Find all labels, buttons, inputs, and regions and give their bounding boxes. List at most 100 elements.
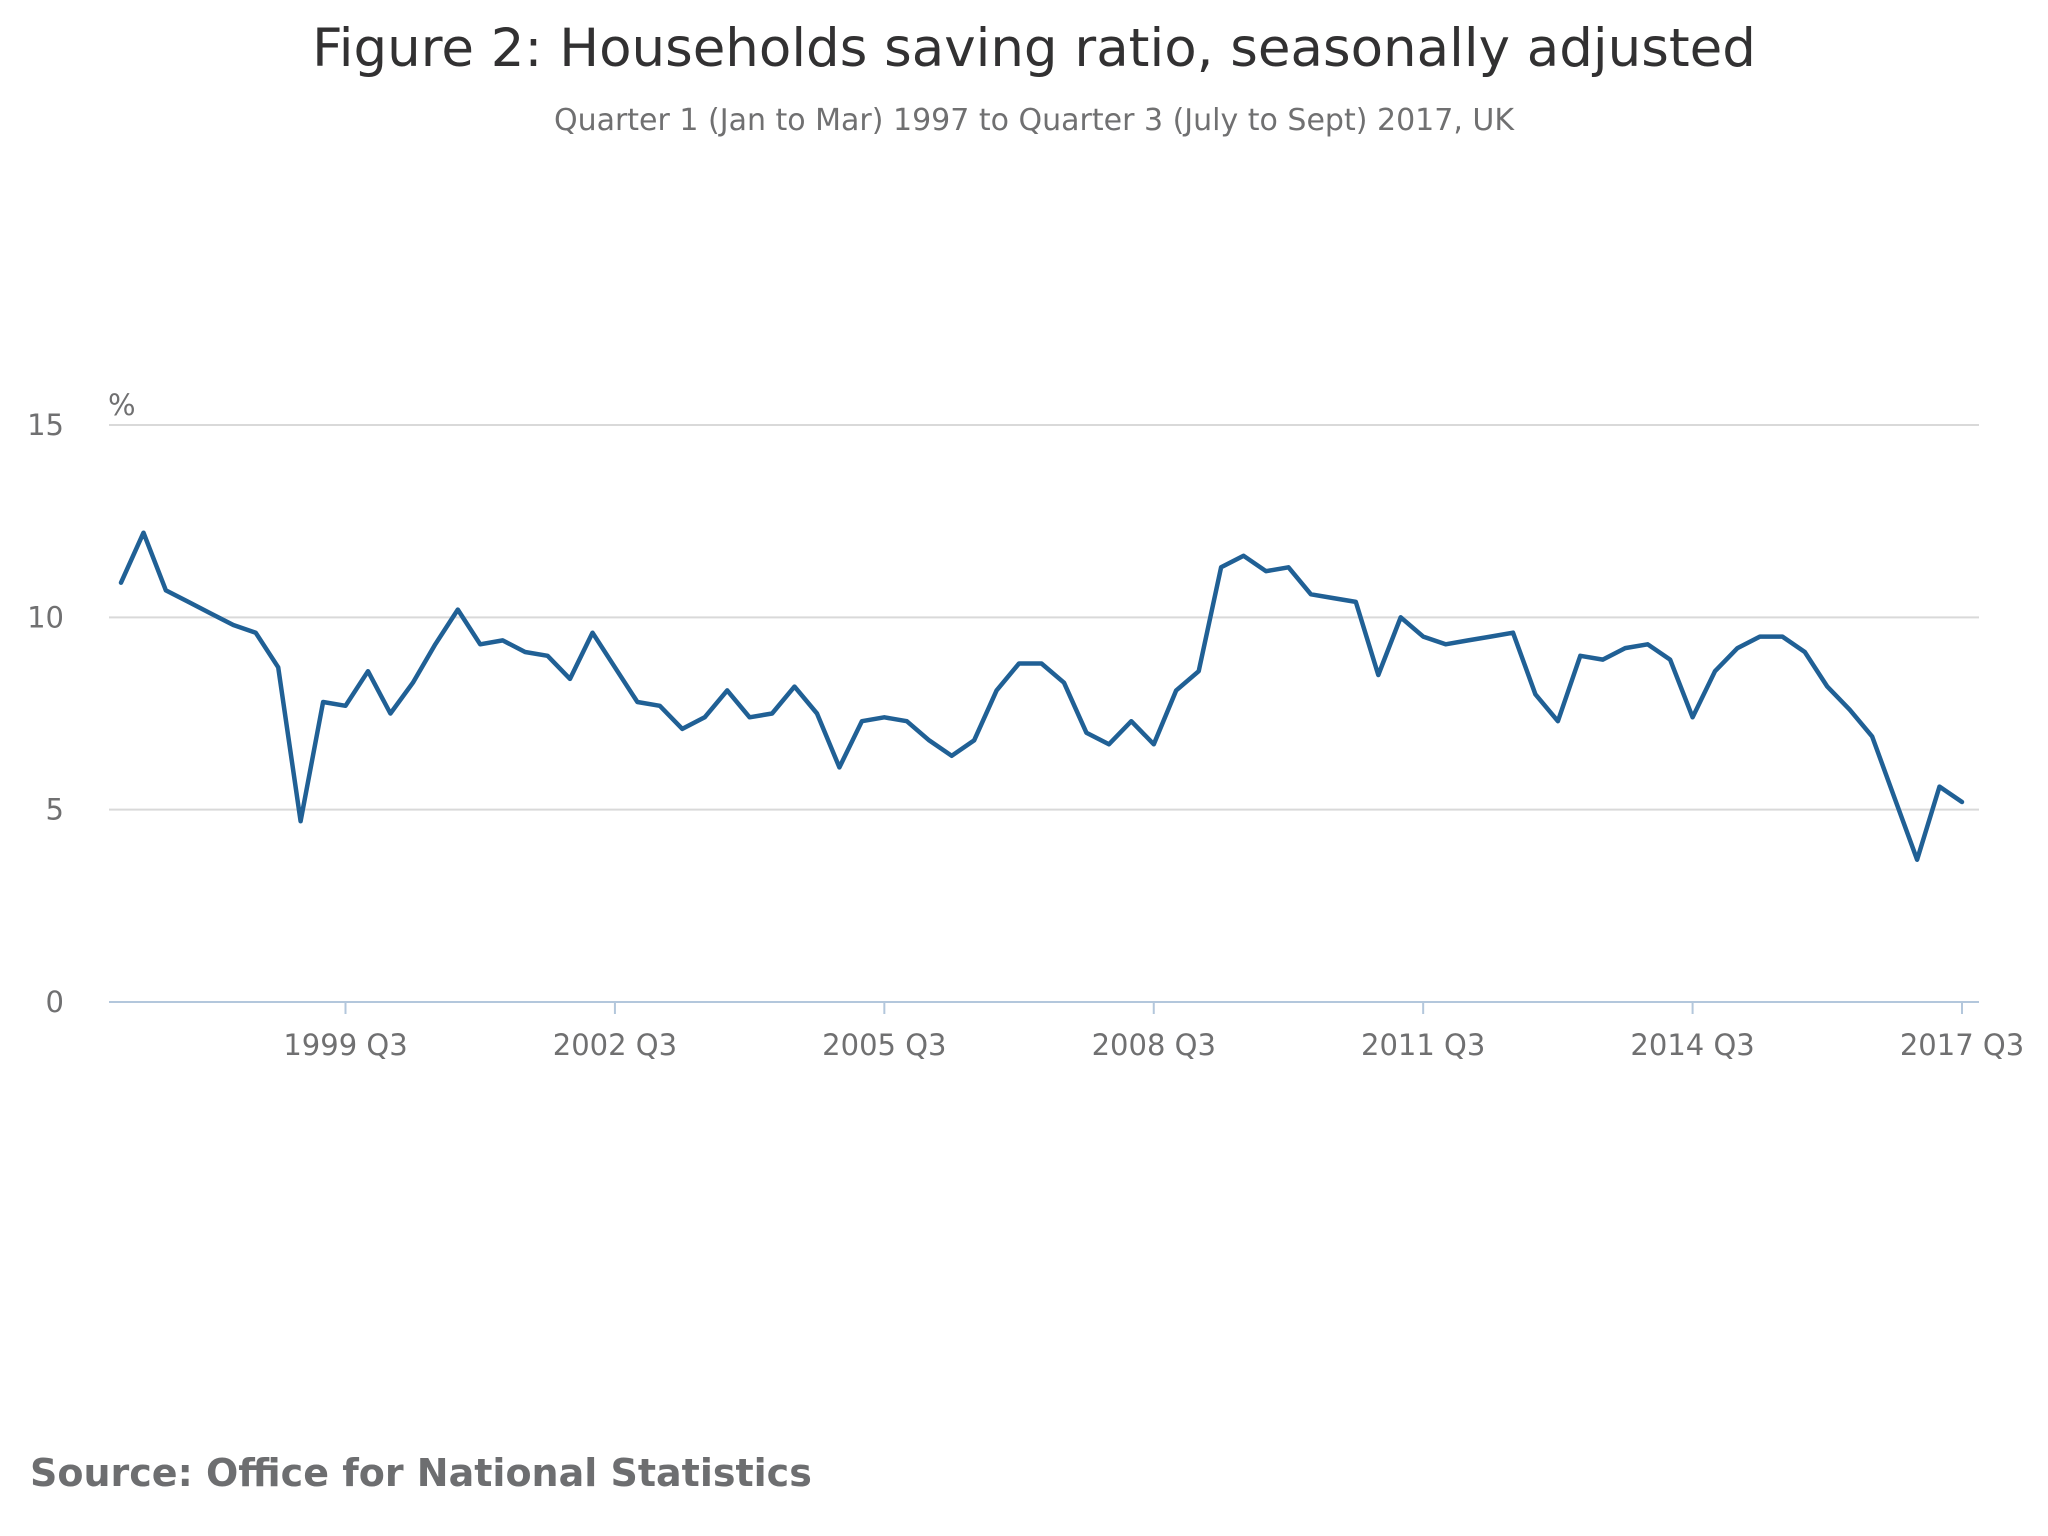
data-point <box>792 684 798 690</box>
chart-subtitle: Quarter 1 (Jan to Mar) 1997 to Quarter 3… <box>553 103 1515 138</box>
data-point <box>702 714 708 720</box>
data-point <box>522 649 528 655</box>
data-point <box>1151 741 1157 747</box>
data-point <box>1375 672 1381 678</box>
data-point <box>1039 660 1045 666</box>
data-point <box>140 530 146 536</box>
data-point <box>275 664 281 670</box>
data-point <box>1645 641 1651 647</box>
data-point <box>769 711 775 717</box>
data-point <box>1218 564 1224 570</box>
data-point <box>208 610 214 616</box>
gridlines <box>109 424 1979 811</box>
data-point <box>1488 634 1494 640</box>
data-point <box>881 714 887 720</box>
data-point <box>1577 653 1583 659</box>
data-point <box>814 711 820 717</box>
data-point <box>320 699 326 705</box>
data-point <box>1263 568 1269 574</box>
x-tick-label: 2014 Q3 <box>1630 1028 1754 1062</box>
data-point <box>1802 649 1808 655</box>
x-tick-label: 2008 Q3 <box>1092 1028 1216 1062</box>
y-axis-tick-labels: 0 5 10 15 <box>27 408 64 1019</box>
data-point <box>1285 564 1291 570</box>
data-point <box>1510 630 1516 636</box>
data-point <box>1959 799 1965 805</box>
data-point <box>994 687 1000 693</box>
data-point <box>253 630 259 636</box>
data-point <box>387 711 393 717</box>
data-point <box>679 726 685 732</box>
y-axis-unit-label: % <box>108 388 136 422</box>
data-point <box>634 699 640 705</box>
data-point <box>1824 684 1830 690</box>
data-point <box>1353 599 1359 605</box>
data-point <box>657 703 663 709</box>
saving-ratio-line <box>118 530 1965 862</box>
data-point <box>859 718 865 724</box>
data-point <box>1330 595 1336 601</box>
data-point <box>163 587 169 593</box>
data-point <box>1173 687 1179 693</box>
data-point <box>1847 707 1853 713</box>
x-axis <box>109 1001 1979 1014</box>
data-point <box>1398 614 1404 620</box>
data-point <box>1465 637 1471 643</box>
data-point <box>612 664 618 670</box>
data-point <box>500 637 506 643</box>
data-point <box>230 622 236 628</box>
series-layer <box>118 530 1965 863</box>
data-point <box>1016 660 1022 666</box>
data-point <box>118 580 124 586</box>
data-point <box>1667 657 1673 663</box>
data-point <box>1420 634 1426 640</box>
data-point <box>567 676 573 682</box>
data-point <box>1308 591 1314 597</box>
data-point <box>1712 668 1718 674</box>
x-tick-label: 2017 Q3 <box>1900 1028 2024 1062</box>
data-point <box>410 680 416 686</box>
data-point <box>1757 634 1763 640</box>
data-point <box>1779 634 1785 640</box>
y-tick-label: 0 <box>46 985 64 1019</box>
data-point <box>1083 730 1089 736</box>
data-point <box>298 818 304 824</box>
data-point <box>432 641 438 647</box>
x-tick-label: 2011 Q3 <box>1361 1028 1485 1062</box>
data-point <box>477 641 483 647</box>
x-axis-tick-labels: 1999 Q3 2002 Q3 2005 Q3 2008 Q3 2011 Q3 2014 … <box>283 1028 2024 1062</box>
data-point <box>589 630 595 636</box>
data-point <box>1196 668 1202 674</box>
source-note: Source: Office for National Statistics <box>30 1451 812 1495</box>
chart-title: Figure 2: Households saving ratio, seaso… <box>312 18 1756 79</box>
data-point <box>1892 795 1898 801</box>
x-tick-label: 2002 Q3 <box>553 1028 677 1062</box>
data-point <box>747 714 753 720</box>
data-point <box>836 764 842 770</box>
data-point <box>1937 784 1943 790</box>
data-point <box>1443 641 1449 647</box>
data-point <box>343 703 349 709</box>
data-point <box>1241 553 1247 559</box>
data-point <box>1106 741 1112 747</box>
data-point <box>1690 714 1696 720</box>
data-point <box>1532 691 1538 697</box>
y-tick-label: 15 <box>27 408 64 442</box>
data-point <box>1734 645 1740 651</box>
y-tick-label: 10 <box>27 600 64 634</box>
data-point <box>1555 718 1561 724</box>
data-point <box>971 737 977 743</box>
data-point <box>1061 680 1067 686</box>
data-point <box>365 668 371 674</box>
data-point <box>1869 734 1875 740</box>
data-point <box>185 599 191 605</box>
data-point <box>1622 645 1628 651</box>
data-point <box>455 607 461 613</box>
data-point <box>545 653 551 659</box>
data-point <box>949 753 955 759</box>
data-point <box>1128 718 1134 724</box>
data-point <box>926 737 932 743</box>
x-tick-label: 2005 Q3 <box>822 1028 946 1062</box>
data-point <box>1914 857 1920 863</box>
